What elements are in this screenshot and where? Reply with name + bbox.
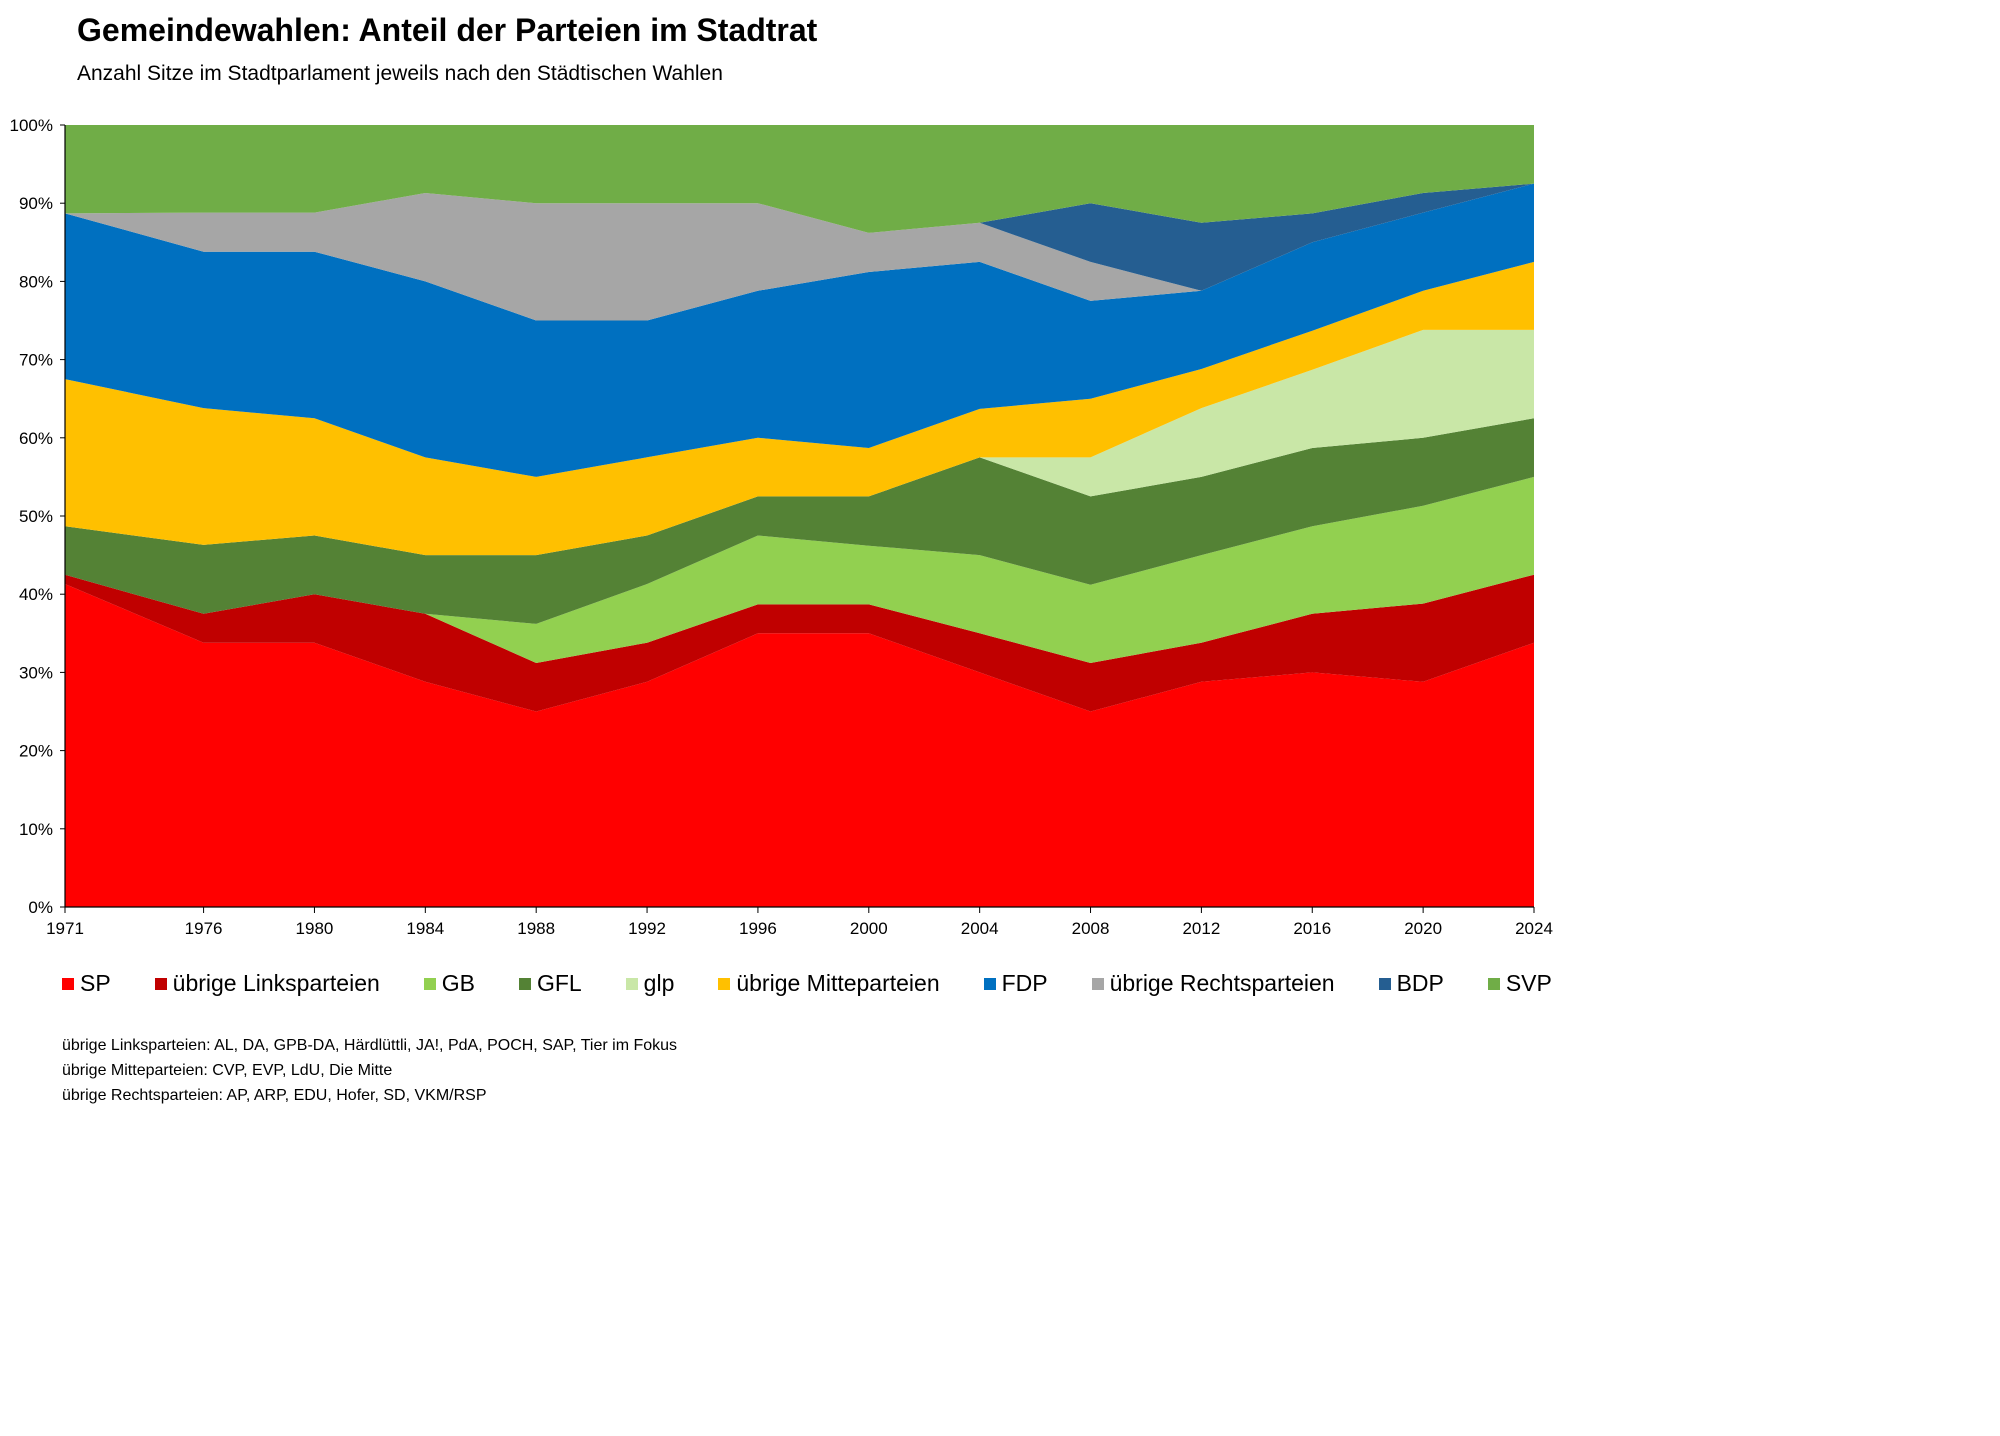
x-tick-label: 2016 xyxy=(1293,919,1331,938)
area-bdp xyxy=(65,183,1534,291)
x-tick-label: 2020 xyxy=(1404,919,1442,938)
area-sp xyxy=(65,584,1534,907)
footnote-left-parties: übrige Linksparteien: AL, DA, GPB-DA, Hä… xyxy=(62,1037,678,1054)
x-tick-label: 1988 xyxy=(517,919,555,938)
y-tick-label: 0% xyxy=(28,898,53,917)
area-gfl xyxy=(65,418,1534,624)
legend-item-uebrige-linksparteien: übrige Linksparteien xyxy=(154,970,380,997)
area-svp xyxy=(65,125,1534,233)
legend-label: GFL xyxy=(536,970,582,996)
chart-title: Gemeindewahlen: Anteil der Parteien im S… xyxy=(77,12,818,48)
legend-swatch xyxy=(1487,977,1500,990)
area-uebrige-linksparteien xyxy=(65,574,1534,712)
y-tick-label: 30% xyxy=(19,663,53,682)
legend-swatch xyxy=(1378,977,1391,990)
x-tick-label: 2000 xyxy=(850,919,888,938)
legend-swatch xyxy=(983,977,996,990)
legend-swatch xyxy=(62,977,74,990)
legend-swatch xyxy=(423,977,436,990)
legend: SP übrige Linksparteien GB GFL glp übrige Mit… xyxy=(62,970,1552,997)
legend-swatch xyxy=(625,977,638,990)
legend-label: BDP xyxy=(1396,970,1444,996)
y-tick-label: 70% xyxy=(19,351,53,370)
footnotes: übrige Linksparteien: AL, DA, GPB-DA, Hä… xyxy=(62,1033,677,1108)
chart-subtitle: Anzahl Sitze im Stadtparlament jeweils n… xyxy=(77,62,723,85)
legend-label: übrige Linksparteien xyxy=(172,970,380,996)
footnote-right-parties: übrige Rechtsparteien: AP, ARP, EDU, Hof… xyxy=(62,1087,487,1104)
y-tick-label: 60% xyxy=(19,429,53,448)
x-tick-label: 1971 xyxy=(46,919,84,938)
legend-label: glp xyxy=(643,970,675,996)
stacked-area-chart: 0% 10% 20% 30% 40% 50% 60% 70% 80% 90% 100% 1971 197… xyxy=(10,116,1553,938)
footnote-center-parties: übrige Mitteparteien: CVP, EVP, LdU, Die… xyxy=(62,1062,393,1079)
x-tick-label: 1984 xyxy=(406,919,444,938)
legend-item-glp: glp xyxy=(625,970,675,997)
legend-item-uebrige-rechtsparteien: übrige Rechtsparteien xyxy=(1091,970,1335,997)
area-layers xyxy=(65,125,1534,907)
area-gb xyxy=(65,476,1534,663)
area-uebrige-rechtsparteien xyxy=(65,183,1534,321)
legend-label: SP xyxy=(80,970,111,996)
legend-item-gb: GB xyxy=(423,970,475,997)
legend-swatch xyxy=(1091,977,1104,990)
legend-item-sp: SP xyxy=(62,970,111,997)
axes: 0% 10% 20% 30% 40% 50% 60% 70% 80% 90% 100% 1971 197… xyxy=(10,116,1553,938)
x-tick-label: 2008 xyxy=(1072,919,1110,938)
x-tick-label: 1996 xyxy=(739,919,777,938)
legend-item-bdp: BDP xyxy=(1378,970,1444,997)
area-uebrige-mitteparteien xyxy=(65,261,1534,556)
x-tick-label: 2012 xyxy=(1182,919,1220,938)
x-tick-label: 2024 xyxy=(1515,919,1553,938)
area-glp xyxy=(65,329,1534,556)
legend-swatch xyxy=(154,977,167,990)
legend-label: übrige Rechtsparteien xyxy=(1109,970,1335,996)
x-tick-label: 2004 xyxy=(961,919,999,938)
legend-item-svp: SVP xyxy=(1487,970,1552,997)
y-tick-label: 40% xyxy=(19,585,53,604)
legend-item-uebrige-mitteparteien: übrige Mitteparteien xyxy=(718,970,940,997)
legend-label: GB xyxy=(441,970,475,996)
y-tick-label: 50% xyxy=(19,507,53,526)
y-tick-label: 100% xyxy=(10,116,53,135)
y-tick-label: 20% xyxy=(19,742,53,761)
legend-item-gfl: GFL xyxy=(518,970,582,997)
y-tick-label: 10% xyxy=(19,820,53,839)
legend-label: übrige Mitteparteien xyxy=(736,970,940,996)
x-tick-label: 1980 xyxy=(296,919,334,938)
x-tick-label: 1992 xyxy=(628,919,666,938)
legend-swatch xyxy=(718,977,731,990)
y-tick-label: 80% xyxy=(19,272,53,291)
area-fdp xyxy=(65,183,1534,477)
legend-swatch xyxy=(518,977,531,990)
x-tick-label: 1976 xyxy=(185,919,223,938)
y-tick-label: 90% xyxy=(19,194,53,213)
legend-item-fdp: FDP xyxy=(983,970,1048,997)
legend-label: SVP xyxy=(1505,970,1552,996)
legend-label: FDP xyxy=(1001,970,1048,996)
